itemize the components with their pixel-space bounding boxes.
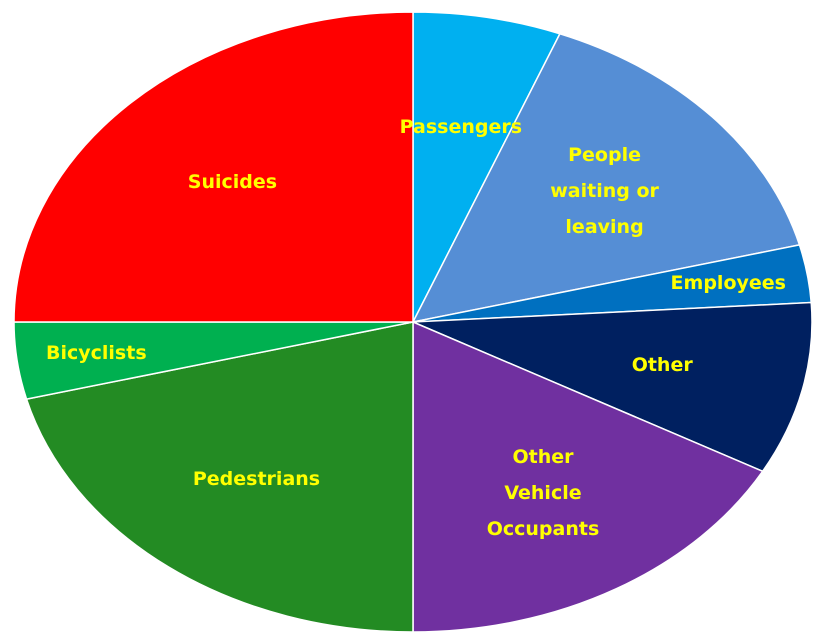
- slice-label: Other Vehicle Occupants: [486, 445, 600, 540]
- pie-slice: [411, 32, 801, 324]
- slice-label: Other: [631, 354, 693, 377]
- pie-slice: [412, 320, 764, 633]
- slice-label: People waiting or leaving: [550, 143, 659, 238]
- slice-label: Pedestrians: [192, 467, 321, 490]
- slice-label: Passengers: [399, 116, 523, 139]
- slice-label: Employees: [670, 272, 786, 295]
- slice-label: Suicides: [187, 170, 278, 193]
- pie-slice: [412, 301, 813, 473]
- pie-slice: [25, 321, 414, 633]
- slice-label: Bicyclists: [45, 342, 147, 365]
- pie-slice: [13, 11, 414, 323]
- pie-slice: [412, 11, 561, 323]
